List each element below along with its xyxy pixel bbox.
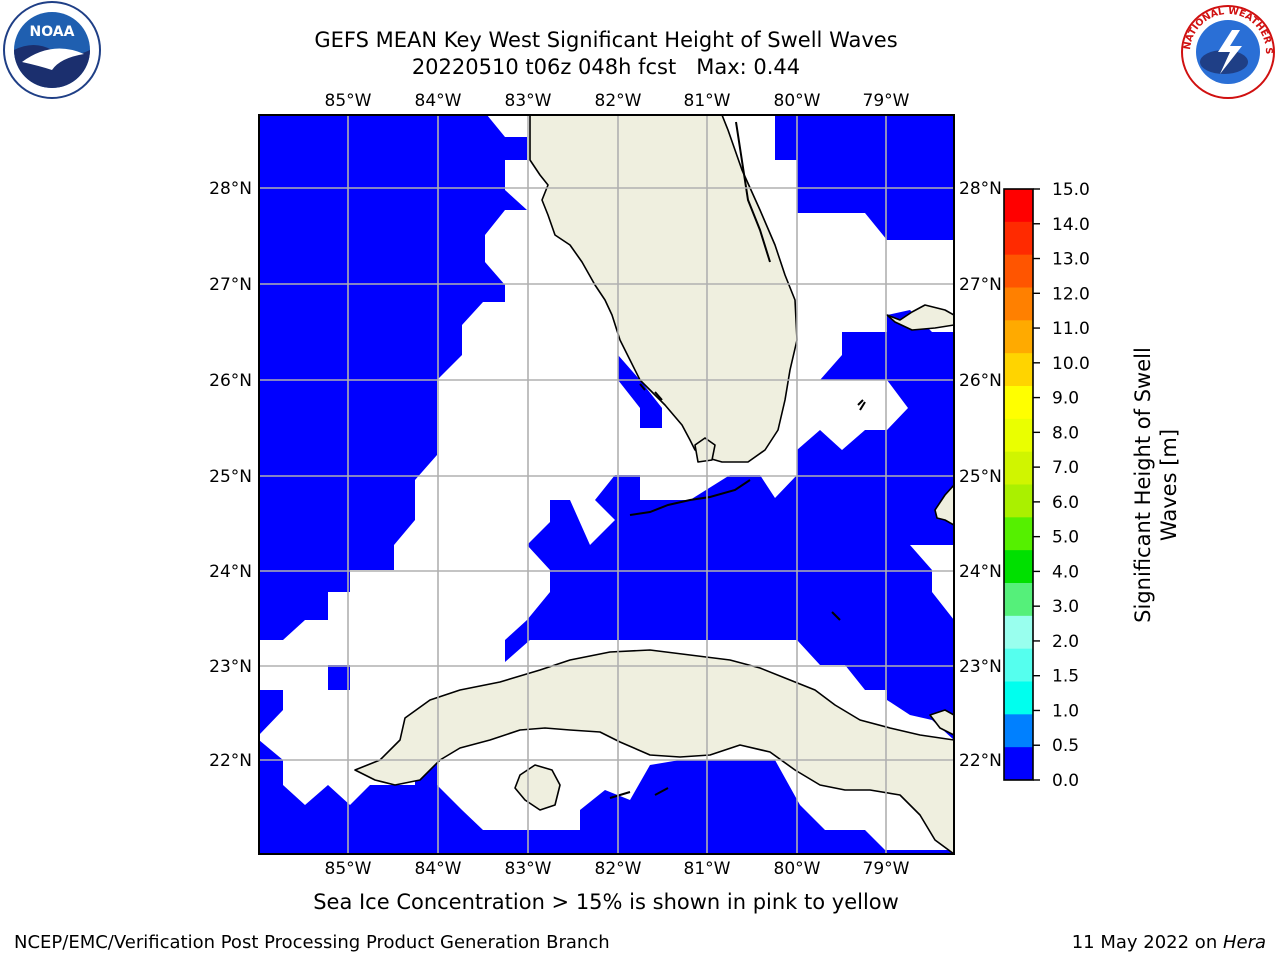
colorbar-segment [1004, 714, 1033, 748]
colorbar-segment [1004, 484, 1033, 518]
colorbar-tick-label: 3.0 [1052, 597, 1079, 617]
land [354, 115, 954, 854]
colorbar-segment [1004, 189, 1033, 223]
latitude-labels: 28°N 27°N 26°N 25°N 24°N 23°N 22°N 28°N … [209, 179, 1002, 771]
lat-label-left: 26°N [209, 371, 252, 391]
colorbar-tick-label: 2.0 [1052, 632, 1079, 652]
cuba [354, 649, 954, 854]
lon-label-top: 81°W [684, 91, 731, 111]
lat-label-left: 27°N [209, 275, 252, 295]
colorbar-tick-label: 10.0 [1052, 354, 1090, 374]
map-subtitle: 20220510 t06z 048h fcst Max: 0.44 [411, 55, 801, 79]
colorbar-segment [1004, 550, 1033, 584]
lon-label-bottom: 81°W [684, 859, 731, 879]
colorbar-tick-label: 1.5 [1052, 667, 1079, 687]
colorbar-segment [1004, 648, 1033, 682]
colorbar-tick-label: 14.0 [1052, 215, 1090, 235]
lat-label-right: 25°N [959, 467, 1002, 487]
map-area [259, 115, 954, 854]
colorbar-tick-label: 6.0 [1052, 493, 1079, 513]
colorbar-tick-label: 0.5 [1052, 736, 1079, 756]
noaa-logo: NOAA [3, 1, 101, 99]
lon-label-top: 80°W [774, 91, 821, 111]
lon-label-bottom: 82°W [595, 859, 642, 879]
keys [609, 121, 866, 799]
map-frame [258, 114, 955, 855]
noaa-logo-text: NOAA [30, 24, 75, 40]
lon-label-top: 83°W [505, 91, 552, 111]
colorbar-tick-label: 4.0 [1052, 562, 1079, 582]
florida [529, 115, 798, 463]
lon-label-top: 82°W [595, 91, 642, 111]
colorbar-segment [1004, 451, 1033, 485]
lon-label-top: 84°W [415, 91, 462, 111]
lon-label-top: 85°W [325, 91, 372, 111]
swell-fill [259, 115, 954, 854]
lat-label-left: 25°N [209, 467, 252, 487]
colorbar-tick-label: 1.0 [1052, 701, 1079, 721]
lat-label-left: 22°N [209, 751, 252, 771]
national-weather-service-logo: NATIONAL WEATHER SERVICE [0, 0, 1275, 99]
colorbar-segment [1004, 353, 1033, 387]
colorbar-tick-label: 0.0 [1052, 771, 1079, 791]
colorbar-label-line2: Waves [m] [1157, 428, 1181, 542]
colorbar-frame [1003, 188, 1034, 781]
colorbar-tick-label: 13.0 [1052, 250, 1090, 270]
lat-label-left: 23°N [209, 657, 252, 677]
colorbar-tick-label: 11.0 [1052, 319, 1090, 339]
footer-date: 11 May 2022 on Hera [1072, 932, 1266, 953]
lat-label-right: 26°N [959, 371, 1002, 391]
footer-credit: NCEP/EMC/Verification Post Processing Pr… [14, 932, 610, 953]
colorbar-segment [1004, 221, 1033, 256]
nws-logo-text: NATIONAL WEATHER SERVICE [0, 0, 1274, 55]
colorbar-segment [1004, 386, 1033, 420]
lat-label-right: 28°N [959, 179, 1002, 199]
lat-label-right: 24°N [959, 562, 1002, 582]
lon-label-bottom: 83°W [505, 859, 552, 879]
colorbar-segment [1004, 320, 1033, 354]
colorbar-label-line1: Significant Height of Swell [1131, 347, 1155, 623]
colorbar-tick-label: 5.0 [1052, 528, 1079, 548]
colorbar: 15.0 14.0 13.0 12.0 11.0 10.0 9.0 8.0 7.0 6.0 5.0 4… [1003, 180, 1090, 791]
lat-label-right: 27°N [959, 275, 1002, 295]
lat-label-left: 24°N [209, 562, 252, 582]
lon-label-bottom: 85°W [325, 859, 372, 879]
lat-label-right: 22°N [959, 751, 1002, 771]
colorbar-tick-label: 12.0 [1052, 284, 1090, 304]
lat-label-left: 28°N [209, 179, 252, 199]
colorbar-tick-label: 8.0 [1052, 423, 1079, 443]
map-title: GEFS MEAN Key West Significant Height of… [314, 28, 898, 52]
lon-label-bottom: 84°W [415, 859, 462, 879]
colorbar-segment [1004, 583, 1033, 617]
lat-label-right: 23°N [959, 657, 1002, 677]
isla-de-la-juventud [514, 764, 561, 811]
sea-ice-caption: Sea Ice Concentration > 15% is shown in … [313, 890, 899, 914]
colorbar-tick-label: 7.0 [1052, 458, 1079, 478]
footer-host: Hera [1222, 932, 1266, 953]
lon-label-top: 79°W [863, 91, 910, 111]
lon-label-bottom: 80°W [774, 859, 821, 879]
longitude-labels: 85°W 84°W 83°W 82°W 81°W 80°W 79°W 85°W … [325, 91, 910, 879]
colorbar-segment [1004, 287, 1033, 321]
colorbar-segment [1004, 747, 1033, 781]
footer-date-text: 11 May 2022 on [1071, 932, 1223, 953]
colorbar-segment [1004, 517, 1033, 551]
colorbar-segment [1004, 418, 1033, 453]
colorbar-tick-label: 15.0 [1052, 180, 1090, 200]
graticule [259, 115, 954, 854]
colorbar-segment [1004, 254, 1033, 288]
lon-label-bottom: 79°W [863, 859, 910, 879]
colorbar-label: Significant Height of Swell Waves [m] [1130, 285, 1182, 685]
colorbar-segment [1004, 681, 1033, 715]
colorbar-segment [1004, 615, 1033, 650]
colorbar-tick-label: 9.0 [1052, 389, 1079, 409]
